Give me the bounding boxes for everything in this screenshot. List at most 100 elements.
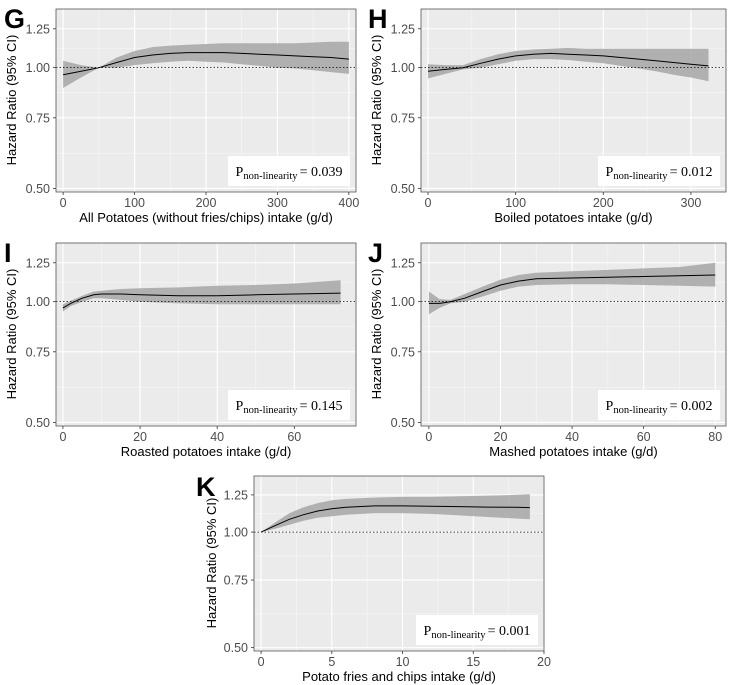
x-tick-label: 20: [494, 430, 508, 444]
confidence-band: [261, 494, 530, 533]
p-value-number: = 0.002: [670, 399, 713, 414]
p-value-letter: P: [236, 165, 244, 180]
x-axis-title: Boiled potatoes intake (g/d): [494, 210, 652, 225]
x-tick-label: 0: [425, 430, 432, 444]
x-tick-label: 300: [267, 196, 288, 210]
y-tick-label: 0.50: [391, 182, 415, 196]
p-value-annotation: Pnon-linearity = 0.001: [424, 624, 531, 641]
y-tick-label: 0.50: [391, 416, 415, 430]
p-value-subscript: non-linearity: [243, 171, 298, 182]
hazard-ratio-line: [63, 52, 349, 76]
y-tick-label: 1.25: [26, 22, 50, 36]
p-value-number: = 0.001: [488, 624, 531, 639]
x-tick-label: 5: [328, 655, 335, 669]
x-axis-title: Roasted potatoes intake (g/d): [121, 444, 292, 459]
x-tick-label: 0: [59, 430, 66, 444]
y-tick-label: 1.00: [26, 295, 50, 309]
y-tick-label: 1.00: [26, 61, 50, 75]
p-value-letter: P: [236, 399, 244, 414]
hazard-ratio-line: [62, 292, 341, 309]
panel-letter: K: [196, 472, 216, 502]
plot-border: [420, 242, 727, 427]
x-tick-label: 400: [338, 196, 359, 210]
p-value-annotation: Pnon-linearity = 0.002: [606, 399, 713, 416]
p-value-box: [598, 390, 720, 420]
p-value-subscript: non-linearity: [613, 171, 668, 182]
p-value-letter: P: [606, 165, 614, 180]
y-tick-label: 1.25: [26, 256, 50, 270]
y-axis-title: Hazard Ratio (95% CI): [369, 269, 384, 400]
hazard-ratio-line: [260, 505, 530, 533]
p-value-box: [228, 390, 350, 420]
confidence-band: [428, 262, 716, 315]
y-axis-title: Hazard Ratio (95% CI): [4, 35, 19, 166]
x-tick-label: 0: [425, 196, 432, 210]
p-value-annotation: Pnon-linearity = 0.145: [236, 399, 343, 416]
p-value-annotation: Pnon-linearity = 0.012: [606, 165, 713, 182]
p-value-box: [416, 615, 538, 645]
y-tick-label: 0.50: [224, 641, 248, 655]
x-tick-label: 200: [196, 196, 217, 210]
p-value-number: = 0.145: [300, 399, 343, 414]
x-tick-label: 15: [466, 655, 480, 669]
p-value-subscript: non-linearity: [613, 405, 668, 416]
x-tick-label: 80: [708, 430, 722, 444]
panel-j: 0 20 40 60 80 0.50 0.75 1.00 1.25 Mashed potatoes…: [368, 238, 727, 459]
panel-letter: H: [368, 4, 388, 34]
y-tick-label: 0.75: [391, 345, 415, 359]
x-tick-label: 20: [133, 430, 147, 444]
x-tick-label: 40: [210, 430, 224, 444]
y-axis-title: Hazard Ratio (95% CI): [204, 498, 219, 629]
x-tick-label: 300: [681, 196, 702, 210]
panel-k: 0 5 10 15 20 0.50 0.75 1.00 1.25 Potato fries and…: [196, 472, 551, 684]
y-tick-label: 0.75: [224, 574, 248, 588]
y-tick-label: 1.25: [391, 256, 415, 270]
confidence-band: [428, 47, 709, 82]
y-tick-label: 1.25: [391, 22, 415, 36]
y-tick-label: 0.75: [26, 111, 50, 125]
y-tick-label: 1.25: [224, 488, 248, 502]
p-value-number: = 0.012: [670, 165, 713, 180]
x-tick-label: 10: [396, 655, 410, 669]
panel-letter: G: [4, 4, 25, 34]
x-axis-title: Potato fries and chips intake (g/d): [302, 669, 496, 684]
p-value-subscript: non-linearity: [243, 405, 298, 416]
y-tick-label: 1.00: [224, 526, 248, 540]
x-tick-label: 100: [505, 196, 526, 210]
y-tick-label: 0.75: [391, 111, 415, 125]
p-value-number: = 0.039: [300, 165, 343, 180]
y-axis-title: Hazard Ratio (95% CI): [4, 269, 19, 400]
panel-h: 0 100 200 300 0.50 0.75 1.00 1.25 Boiled potatoe…: [368, 4, 727, 225]
y-tick-label: 1.00: [391, 295, 415, 309]
plot-border: [420, 8, 727, 193]
hazard-ratio-line: [427, 52, 709, 72]
y-tick-label: 0.50: [26, 182, 50, 196]
plot-border: [55, 242, 357, 427]
x-tick-label: 60: [637, 430, 651, 444]
y-axis-title: Hazard Ratio (95% CI): [369, 35, 384, 166]
y-tick-label: 0.75: [26, 345, 50, 359]
x-tick-label: 0: [60, 196, 67, 210]
x-tick-label: 20: [537, 655, 551, 669]
p-value-box: [598, 156, 720, 186]
x-tick-label: 200: [593, 196, 614, 210]
panel-i: 0 20 40 60 0.50 0.75 1.00 1.25 Roasted potatoes …: [4, 238, 357, 459]
panel-g: 0 100 200 300 400 0.50 0.75 1.00 1.25 All Potatoe…: [4, 4, 359, 225]
plot-border: [253, 475, 545, 652]
p-value-letter: P: [424, 624, 432, 639]
x-axis-title: All Potatoes (without fries/chips) intak…: [79, 210, 333, 225]
x-tick-label: 0: [258, 655, 265, 669]
panel-letter: I: [4, 238, 12, 268]
confidence-band: [63, 41, 349, 88]
y-tick-label: 1.00: [391, 61, 415, 75]
x-tick-label: 60: [287, 430, 301, 444]
x-axis-title: Mashed potatoes intake (g/d): [489, 444, 657, 459]
p-value-subscript: non-linearity: [431, 630, 486, 641]
y-tick-label: 0.50: [26, 416, 50, 430]
p-value-annotation: Pnon-linearity = 0.039: [236, 165, 343, 182]
p-value-box: [228, 156, 350, 186]
panel-letter: J: [368, 238, 383, 268]
x-tick-label: 100: [124, 196, 145, 210]
p-value-letter: P: [606, 399, 614, 414]
